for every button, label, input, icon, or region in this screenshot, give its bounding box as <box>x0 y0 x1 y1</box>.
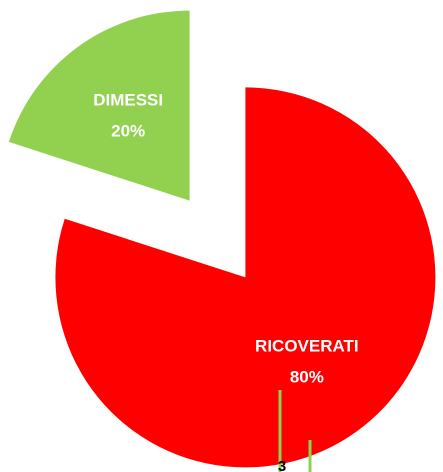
pie-slice <box>8 10 190 201</box>
slice-label: RICOVERATI <box>255 336 359 355</box>
slice-value: 80% <box>290 367 324 386</box>
slice-label: DIMESSI <box>93 91 163 110</box>
slice-value: 20% <box>111 122 145 141</box>
pie-slice <box>55 87 436 468</box>
annotation: 3 <box>278 458 286 472</box>
